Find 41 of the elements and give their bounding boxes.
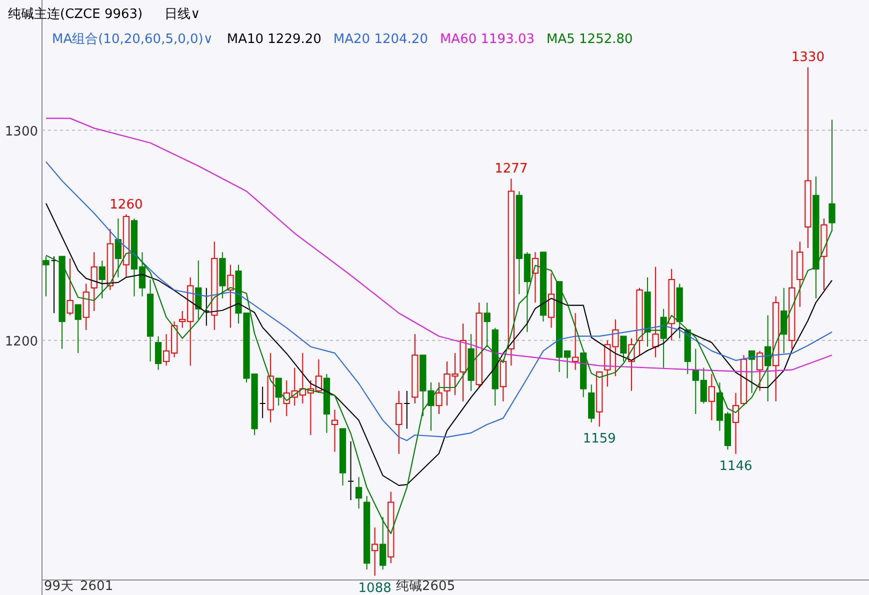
annotation: 1260	[110, 197, 143, 212]
text: 日线∨	[164, 7, 200, 22]
candlestick	[154, 336, 162, 370]
annotation: 1277	[494, 162, 528, 177]
candlestick	[620, 336, 627, 362]
candlestick	[708, 374, 715, 421]
candlestick	[652, 266, 659, 358]
y-tick-label: 1200	[4, 334, 38, 350]
candlestick	[259, 386, 266, 419]
candlestick	[331, 409, 338, 452]
annotation: 1159	[582, 432, 616, 447]
candlestick	[74, 304, 82, 354]
candlestick	[347, 440, 354, 501]
line-series	[45, 161, 833, 442]
annotation: 1330	[791, 50, 824, 66]
annotation: 纯碱2605	[396, 579, 456, 594]
annotation: 2601	[80, 579, 114, 594]
text: MA10 1229.20	[226, 32, 322, 47]
text: MA5 1252.80	[546, 32, 633, 47]
legend-title: MA组合(10,20,60,5,0,0)∨	[52, 32, 213, 47]
candlestick	[396, 390, 402, 454]
text: MA60 1193.03	[440, 32, 535, 47]
candlestick	[98, 260, 106, 299]
candlestick	[756, 350, 764, 392]
candlestick	[548, 272, 555, 328]
candlestick	[436, 382, 442, 414]
candlestick	[90, 252, 98, 312]
candlestick	[355, 476, 362, 510]
candlestick	[372, 526, 378, 576]
annotation: 1146	[719, 458, 752, 474]
text: MA20 1204.20	[333, 32, 428, 47]
candlestick	[484, 302, 490, 348]
annotation: 99天	[44, 579, 74, 594]
candlestick	[66, 258, 74, 316]
y-tick-label: 1300	[4, 124, 38, 140]
text: 纯碱主连(CZCE 9963)	[8, 6, 143, 22]
annotation: 1088	[358, 580, 392, 595]
candlestick	[404, 390, 410, 430]
candlestick	[732, 392, 740, 454]
candlestick	[572, 312, 579, 370]
candlestick	[227, 264, 234, 328]
